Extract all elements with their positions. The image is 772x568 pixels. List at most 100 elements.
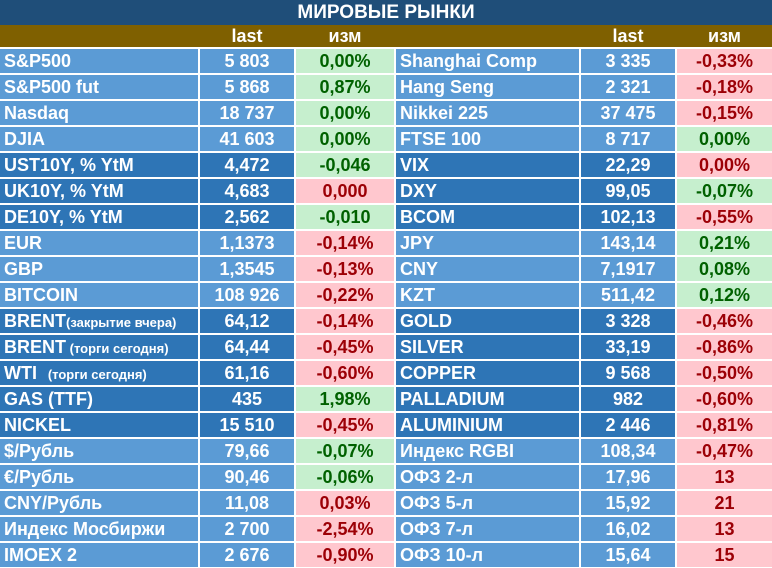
instrument-name: S&P500 <box>0 49 198 73</box>
last-value: 7,1917 <box>581 257 675 281</box>
last-value: 8 717 <box>581 127 675 151</box>
change-value: -0,22% <box>296 283 394 307</box>
instrument-label: BITCOIN <box>4 285 78 305</box>
instrument-name: IMOEX 2 <box>0 543 198 567</box>
last-value: 2 321 <box>581 75 675 99</box>
last-value: 18 737 <box>200 101 294 125</box>
instrument-name: FTSE 100 <box>396 127 579 151</box>
instrument-name: WTI (торги сегодня) <box>0 361 198 385</box>
header-change-left: изм <box>328 26 362 46</box>
last-value: 108 926 <box>200 283 294 307</box>
last-value: 15,64 <box>581 543 675 567</box>
table-row: S&P500 fut 5 868 0,87% Hang Seng 2 321 -0,18% <box>0 74 772 100</box>
change-value: -0,14% <box>296 231 394 255</box>
last-value: 4,472 <box>200 153 294 177</box>
instrument-note: (торги сегодня) <box>66 341 169 356</box>
change-value: -0,45% <box>296 413 394 437</box>
instrument-name: Hang Seng <box>396 75 579 99</box>
instrument-label: S&P500 fut <box>4 77 100 97</box>
instrument-label: Nasdaq <box>4 103 70 123</box>
instrument-name: SILVER <box>396 335 579 359</box>
instrument-name: CNY <box>396 257 579 281</box>
change-value: -0,07% <box>677 179 772 203</box>
change-value: 1,98% <box>296 387 394 411</box>
instrument-label: BRENT <box>4 311 66 331</box>
table-row: IMOEX 2 2 676 -0,90% ОФЗ 10-л 15,64 15 <box>0 542 772 568</box>
change-value: -0,50% <box>677 361 772 385</box>
last-value: 108,34 <box>581 439 675 463</box>
instrument-name: BCOM <box>396 205 579 229</box>
last-value: 982 <box>581 387 675 411</box>
last-value: 2 446 <box>581 413 675 437</box>
instrument-name: Индекс RGBI <box>396 439 579 463</box>
instrument-name: CNY/Рубль <box>0 491 198 515</box>
last-value: 17,96 <box>581 465 675 489</box>
change-value: -0,33% <box>677 49 772 73</box>
change-value: -0,46% <box>677 309 772 333</box>
change-value: 0,00% <box>296 49 394 73</box>
table-row: DE10Y, % YtM 2,562 -0,010 BCOM 102,13 -0,55% <box>0 204 772 230</box>
last-value: 64,44 <box>200 335 294 359</box>
change-value: -0,60% <box>296 361 394 385</box>
table-row: WTI (торги сегодня) 61,16 -0,60% COPPER 9 56… <box>0 360 772 386</box>
last-value: 41 603 <box>200 127 294 151</box>
instrument-label: DJIA <box>4 129 46 149</box>
change-value: 0,00% <box>677 153 772 177</box>
last-value: 435 <box>200 387 294 411</box>
change-value: -0,06% <box>296 465 394 489</box>
table-row: CNY/Рубль 11,08 0,03% ОФЗ 5-л 15,92 21 <box>0 490 772 516</box>
change-value: 0,03% <box>296 491 394 515</box>
change-value: 13 <box>677 517 772 541</box>
change-value: -0,18% <box>677 75 772 99</box>
last-value: 102,13 <box>581 205 675 229</box>
instrument-name: S&P500 fut <box>0 75 198 99</box>
table-row: BRENT (торги сегодня) 64,44 -0,45% SILVER 33… <box>0 334 772 360</box>
table-row: Индекс Мосбиржи 2 700 -2,54% ОФЗ 7-л 16,02 13 <box>0 516 772 542</box>
change-value: -0,47% <box>677 439 772 463</box>
last-value: 33,19 <box>581 335 675 359</box>
instrument-label: BRENT <box>4 337 66 357</box>
last-value: 61,16 <box>200 361 294 385</box>
instrument-label: IMOEX 2 <box>4 545 78 565</box>
instrument-name: Индекс Мосбиржи <box>0 517 198 541</box>
last-value: 90,46 <box>200 465 294 489</box>
board-title: МИРОВЫЕ РЫНКИ <box>0 0 772 25</box>
change-value: -2,54% <box>296 517 394 541</box>
instrument-label: Индекс Мосбиржи <box>4 519 166 539</box>
change-value: 15 <box>677 543 772 567</box>
last-value: 9 568 <box>581 361 675 385</box>
change-value: 0,21% <box>677 231 772 255</box>
change-value: -0,15% <box>677 101 772 125</box>
change-value: 0,00% <box>677 127 772 151</box>
change-value: 0,00% <box>296 127 394 151</box>
change-value: -0,45% <box>296 335 394 359</box>
change-value: -0,046 <box>296 153 394 177</box>
table-row: €/Рубль 90,46 -0,06% ОФЗ 2-л 17,96 13 <box>0 464 772 490</box>
change-value: -0,010 <box>296 205 394 229</box>
last-value: 37 475 <box>581 101 675 125</box>
instrument-name: UST10Y, % YtM <box>0 153 198 177</box>
last-value: 5 803 <box>200 49 294 73</box>
last-value: 16,02 <box>581 517 675 541</box>
instrument-name: DJIA <box>0 127 198 151</box>
instrument-name: $/Рубль <box>0 439 198 463</box>
instrument-label: €/Рубль <box>4 467 75 487</box>
change-value: 0,12% <box>677 283 772 307</box>
table-row: GAS (TTF) 435 1,98% PALLADIUM 982 -0,60% <box>0 386 772 412</box>
table-row: GBP 1,3545 -0,13% CNY 7,1917 0,08% <box>0 256 772 282</box>
instrument-label: GAS (TTF) <box>4 389 93 409</box>
instrument-note: (торги сегодня) <box>37 367 147 382</box>
instrument-label: S&P500 <box>4 51 72 71</box>
last-value: 3 328 <box>581 309 675 333</box>
instrument-label: UK10Y, % YtM <box>4 181 124 201</box>
instrument-name: NICKEL <box>0 413 198 437</box>
instrument-name: €/Рубль <box>0 465 198 489</box>
instrument-name: Shanghai Comp <box>396 49 579 73</box>
header-row: last изм last изм <box>0 25 772 47</box>
last-value: 4,683 <box>200 179 294 203</box>
instrument-label: GBP <box>4 259 44 279</box>
instrument-name: GOLD <box>396 309 579 333</box>
change-value: 0,000 <box>296 179 394 203</box>
instrument-note: (закрытие вчера) <box>66 315 177 330</box>
